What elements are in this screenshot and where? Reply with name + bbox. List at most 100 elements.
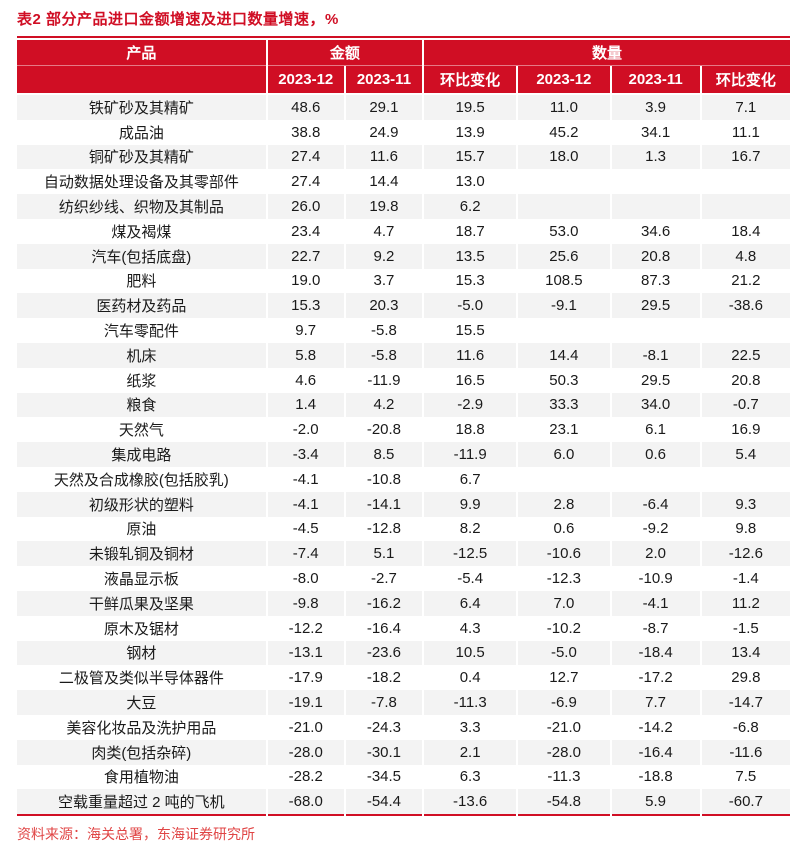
value-cell <box>701 169 790 195</box>
value-cell: -38.6 <box>701 293 790 319</box>
value-cell: -5.0 <box>518 640 610 666</box>
value-cell: -4.1 <box>267 466 344 492</box>
value-cell: 19.5 <box>424 95 517 120</box>
value-cell: 16.7 <box>701 144 790 170</box>
value-cell: 4.2 <box>345 392 423 418</box>
value-cell: -6.4 <box>611 491 700 517</box>
value-cell: -0.7 <box>701 392 790 418</box>
value-cell: -54.4 <box>345 789 423 817</box>
header-amount-2023-12: 2023-12 <box>267 66 344 95</box>
value-cell: 38.8 <box>267 119 344 145</box>
value-cell: 45.2 <box>518 119 610 145</box>
value-cell: -54.8 <box>518 789 610 817</box>
value-cell: -8.1 <box>611 342 700 368</box>
value-cell: -10.9 <box>611 566 700 591</box>
value-cell: 5.8 <box>267 342 344 368</box>
value-cell: -17.9 <box>267 665 344 691</box>
value-cell: 9.2 <box>345 243 423 269</box>
value-cell: 6.2 <box>424 194 517 219</box>
value-cell: -18.2 <box>345 665 423 691</box>
value-cell: -30.1 <box>345 739 423 765</box>
value-cell: -7.4 <box>267 541 344 567</box>
table-header: 产品 金额 数量 2023-12 2023-11 环比变化 2023-12 20… <box>17 40 790 95</box>
value-cell: 18.4 <box>701 218 790 244</box>
value-cell: 14.4 <box>518 342 610 368</box>
value-cell: 22.7 <box>267 243 344 269</box>
value-cell: 34.1 <box>611 119 700 145</box>
product-cell: 天然气 <box>17 417 266 443</box>
table-row: 初级形状的塑料 -4.1 -14.1 9.9 2.8 -6.4 9.3 <box>17 491 790 517</box>
value-cell: 9.9 <box>424 491 517 517</box>
value-cell <box>701 194 790 219</box>
value-cell: 48.6 <box>267 95 344 120</box>
product-cell: 空载重量超过 2 吨的飞机 <box>17 789 266 817</box>
value-cell: 27.4 <box>267 144 344 170</box>
table-row: 铁矿砂及其精矿 48.6 29.1 19.5 11.0 3.9 7.1 <box>17 95 790 120</box>
value-cell: 7.0 <box>518 590 610 616</box>
value-cell: -16.4 <box>611 739 700 765</box>
value-cell: -1.4 <box>701 566 790 591</box>
product-cell: 自动数据处理设备及其零部件 <box>17 169 266 195</box>
value-cell <box>518 466 610 492</box>
value-cell: 50.3 <box>518 367 610 393</box>
value-cell: -28.0 <box>518 739 610 765</box>
table-row: 粮食 1.4 4.2 -2.9 33.3 34.0 -0.7 <box>17 392 790 418</box>
value-cell: 13.4 <box>701 640 790 666</box>
value-cell: 23.4 <box>267 218 344 244</box>
table-row: 原木及锯材 -12.2 -16.4 4.3 -10.2 -8.7 -1.5 <box>17 615 790 641</box>
value-cell: 12.7 <box>518 665 610 691</box>
value-cell: -21.0 <box>267 714 344 740</box>
value-cell: -21.0 <box>518 714 610 740</box>
value-cell: 18.8 <box>424 417 517 443</box>
value-cell: 19.0 <box>267 268 344 294</box>
value-cell: 1.4 <box>267 392 344 418</box>
value-cell: 11.1 <box>701 119 790 145</box>
value-cell: -12.6 <box>701 541 790 567</box>
table-row: 大豆 -19.1 -7.8 -11.3 -6.9 7.7 -14.7 <box>17 690 790 715</box>
product-cell: 钢材 <box>17 640 266 666</box>
value-cell: 16.5 <box>424 367 517 393</box>
value-cell: 0.6 <box>518 516 610 542</box>
product-cell: 纸浆 <box>17 367 266 393</box>
value-cell: 25.6 <box>518 243 610 269</box>
value-cell: 13.0 <box>424 169 517 195</box>
product-cell: 煤及褐煤 <box>17 218 266 244</box>
value-cell: -11.3 <box>424 690 517 715</box>
value-cell <box>611 169 700 195</box>
value-cell: 33.3 <box>518 392 610 418</box>
value-cell: -12.3 <box>518 566 610 591</box>
value-cell: -1.5 <box>701 615 790 641</box>
value-cell: 18.0 <box>518 144 610 170</box>
product-cell: 汽车(包括底盘) <box>17 243 266 269</box>
table-row: 食用植物油 -28.2 -34.5 6.3 -11.3 -18.8 7.5 <box>17 764 790 790</box>
value-cell: 4.7 <box>345 218 423 244</box>
value-cell: -17.2 <box>611 665 700 691</box>
value-cell <box>611 194 700 219</box>
value-cell: 20.8 <box>611 243 700 269</box>
table-row: 美容化妆品及洗护用品 -21.0 -24.3 3.3 -21.0 -14.2 -6.8 <box>17 714 790 740</box>
value-cell: -10.8 <box>345 466 423 492</box>
value-cell: -9.8 <box>267 590 344 616</box>
header-group-amount: 金额 <box>267 40 423 66</box>
table-row: 汽车零配件 9.7 -5.8 15.5 <box>17 318 790 343</box>
value-cell: 20.3 <box>345 293 423 319</box>
value-cell: -19.1 <box>267 690 344 715</box>
value-cell: -16.2 <box>345 590 423 616</box>
value-cell: 34.0 <box>611 392 700 418</box>
value-cell: 2.0 <box>611 541 700 567</box>
value-cell: 10.5 <box>424 640 517 666</box>
product-cell: 美容化妆品及洗护用品 <box>17 714 266 740</box>
value-cell: 3.7 <box>345 268 423 294</box>
table-row: 成品油 38.8 24.9 13.9 45.2 34.1 11.1 <box>17 119 790 145</box>
table-row: 天然气 -2.0 -20.8 18.8 23.1 6.1 16.9 <box>17 417 790 443</box>
value-cell: -3.4 <box>267 442 344 467</box>
value-cell: 4.6 <box>267 367 344 393</box>
value-cell: -13.6 <box>424 789 517 817</box>
value-cell: -11.6 <box>701 739 790 765</box>
product-cell: 原油 <box>17 516 266 542</box>
value-cell: 1.3 <box>611 144 700 170</box>
value-cell: -5.0 <box>424 293 517 319</box>
product-cell: 大豆 <box>17 690 266 715</box>
value-cell: -8.0 <box>267 566 344 591</box>
